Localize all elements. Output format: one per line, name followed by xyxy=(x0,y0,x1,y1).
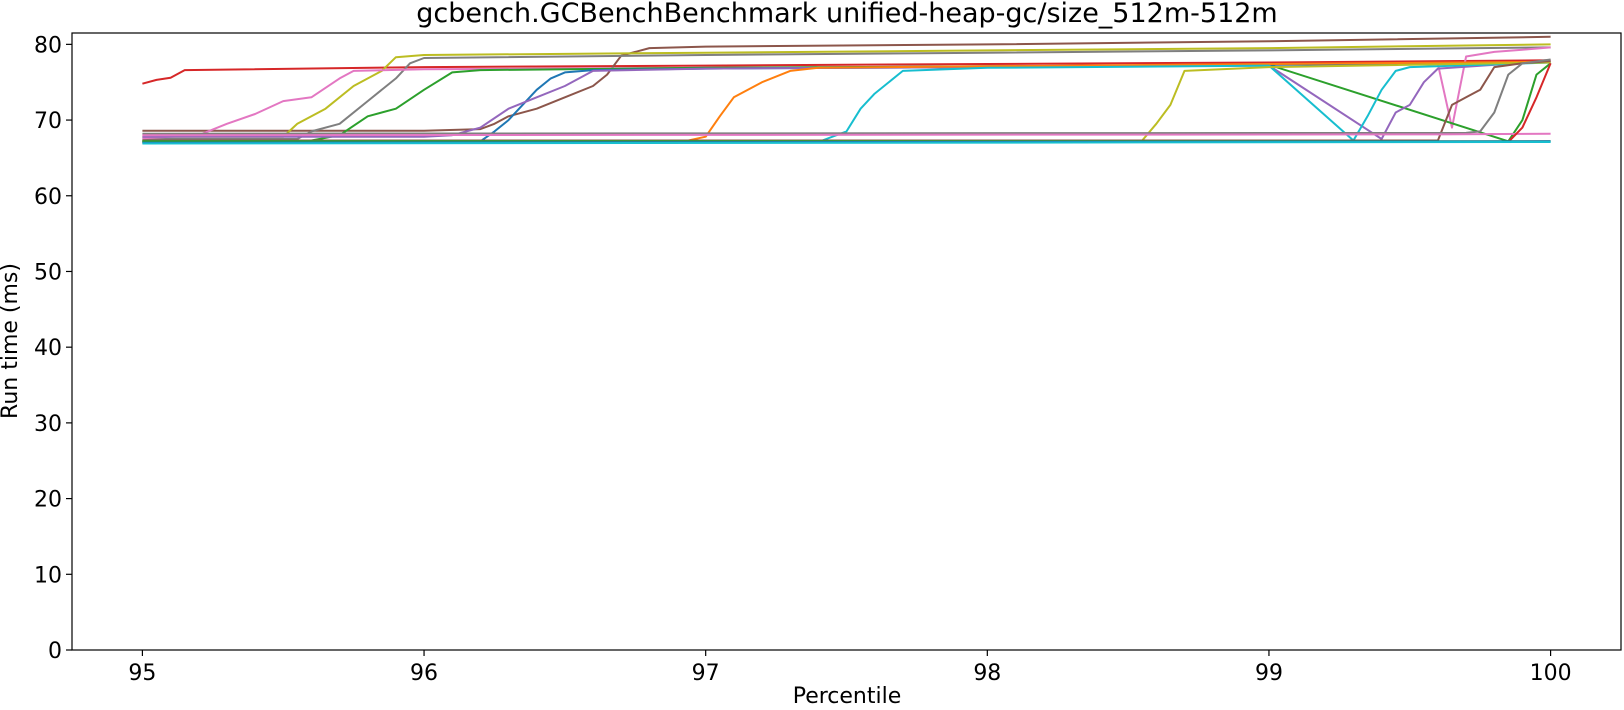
y-tick-label: 80 xyxy=(34,33,62,58)
x-tick-label: 98 xyxy=(973,661,1001,686)
series-line-run-18 xyxy=(142,141,1551,145)
x-tick-label: 97 xyxy=(692,661,720,686)
y-tick-label: 20 xyxy=(34,488,62,513)
series-line-run-06 xyxy=(142,62,1552,143)
y-tick-label: 10 xyxy=(34,563,62,588)
series-line-run-08 xyxy=(142,60,1551,140)
x-tick-label: 99 xyxy=(1255,661,1283,686)
series-line-run-07 xyxy=(142,61,1551,143)
series-line-run-13 xyxy=(142,58,1551,135)
series-line-run-02 xyxy=(142,35,1551,132)
x-axis: 95 96 97 98 99 100 xyxy=(128,650,1572,686)
y-tick-label: 70 xyxy=(34,109,62,134)
plot-frame xyxy=(71,32,1622,651)
y-axis: 0 10 20 30 40 50 60 70 80 xyxy=(34,33,72,664)
chart-title: gcbench.GCBenchBenchmark unified-heap-gc… xyxy=(416,0,1277,29)
x-tick-label: 100 xyxy=(1530,661,1572,686)
x-axis-label: Percentile xyxy=(793,684,902,709)
y-tick-label: 40 xyxy=(34,336,62,361)
x-tick-label: 96 xyxy=(410,661,438,686)
series-group xyxy=(142,35,1552,145)
y-tick-label: 0 xyxy=(48,639,62,664)
series-line-run-03 xyxy=(142,43,1551,138)
y-tick-label: 30 xyxy=(34,412,62,437)
y-axis-label: Run time (ms) xyxy=(0,263,23,419)
plot-area xyxy=(71,32,1622,651)
series-line-run-01 xyxy=(142,59,1551,85)
y-tick-label: 60 xyxy=(34,185,62,210)
series-line-run-09 xyxy=(142,60,1551,144)
series-line-run-10 xyxy=(142,61,1551,143)
series-line-run-14 xyxy=(142,132,1551,137)
x-tick-label: 95 xyxy=(128,661,156,686)
y-tick-label: 50 xyxy=(34,260,62,285)
